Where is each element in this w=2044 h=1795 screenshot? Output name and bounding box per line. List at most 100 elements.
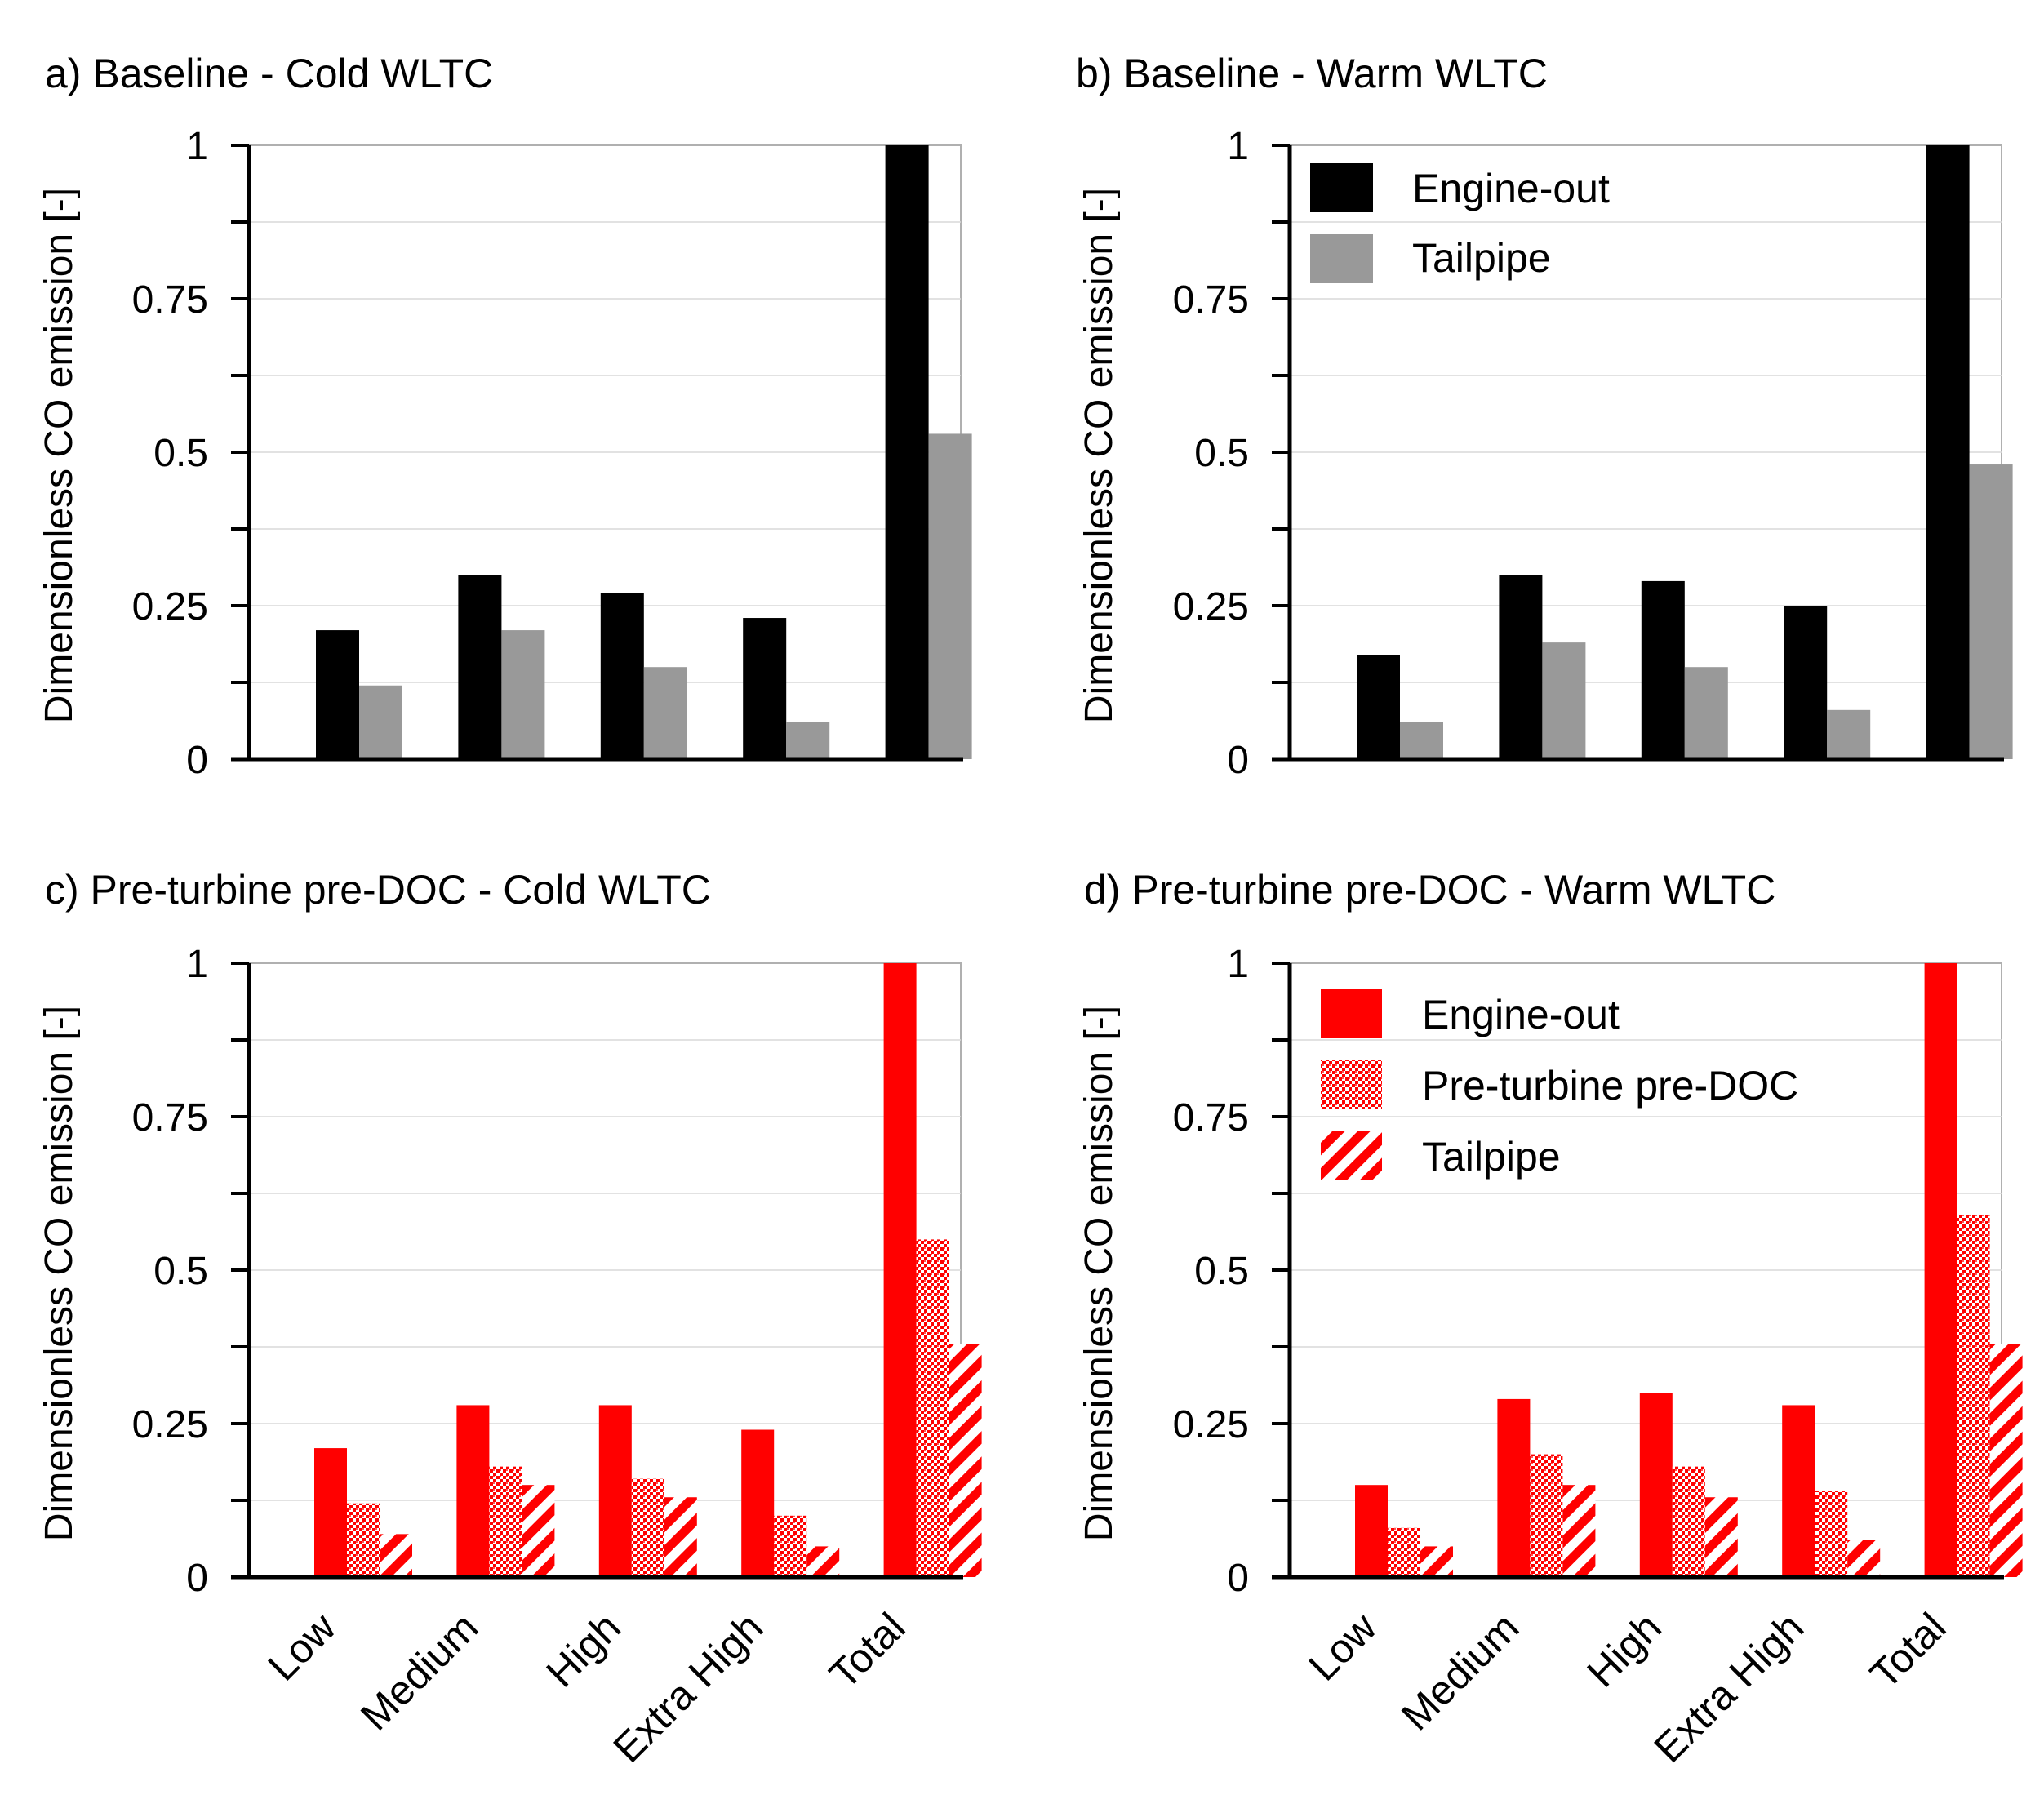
bar-engine-out-total (1926, 145, 1970, 759)
bar-tailpipe-low (359, 685, 402, 759)
panel-title: a) Baseline - Cold WLTC (45, 51, 493, 96)
x-category-label: Low (1300, 1604, 1386, 1690)
y-tick-label: 0.75 (1173, 278, 1249, 322)
bar-engine-out-extra-high (741, 1429, 775, 1577)
panel-title: c) Pre-turbine pre-DOC - Cold WLTC (45, 867, 711, 913)
y-axis-label: Dimensionless CO emission [-] (38, 188, 81, 723)
y-tick-label: 0.75 (132, 278, 208, 322)
bar-engine-out-medium (1497, 1398, 1531, 1577)
y-tick-label: 1 (1227, 125, 1249, 168)
bar-pre-turbine-pre-doc-extra-high (1815, 1491, 1848, 1577)
bar-pre-turbine-pre-doc-extra-high (774, 1515, 807, 1577)
y-tick-label: 0 (1227, 1557, 1249, 1600)
legend-label-tailpipe: Tailpipe (1412, 235, 1551, 281)
legend-swatch-tailpipe (1310, 234, 1373, 283)
bar-engine-out-low (1355, 1485, 1388, 1577)
y-axis-label: Dimensionless CO emission [-] (1078, 188, 1121, 723)
bar-pre-turbine-pre-doc-total (1957, 1215, 1990, 1577)
legend-swatch-engine-out (1310, 163, 1373, 212)
bar-engine-out-high (1639, 1393, 1673, 1577)
bar-tailpipe-medium (501, 630, 545, 759)
y-tick-label: 0.5 (1194, 432, 1249, 475)
bar-pre-turbine-pre-doc-low (347, 1503, 380, 1577)
bar-tailpipe-total (949, 1344, 982, 1577)
y-tick-label: 1 (186, 125, 208, 168)
bar-engine-out-total (885, 145, 929, 759)
bar-tailpipe-medium (522, 1485, 555, 1577)
y-tick-label: 0.25 (132, 1403, 208, 1446)
bar-tailpipe-high (664, 1497, 697, 1577)
x-category-label: High (537, 1604, 629, 1695)
bar-engine-out-extra-high (1784, 606, 1828, 759)
legend-swatch-engine-out (1321, 989, 1382, 1038)
bar-tailpipe-high (1704, 1497, 1738, 1577)
bar-tailpipe-high (643, 667, 687, 759)
y-tick-label: 0.25 (132, 585, 208, 629)
bar-tailpipe-medium (1542, 642, 1586, 759)
legend-label-engine-out: Engine-out (1412, 166, 1610, 211)
bar-engine-out-low (1357, 655, 1400, 759)
x-category-label: Extra High (1646, 1604, 1813, 1771)
legend-label-pre-turbine-pre-doc: Pre-turbine pre-DOC (1422, 1063, 1798, 1109)
x-category-label: Total (1861, 1604, 1954, 1697)
panel-d: d) Pre-turbine pre-DOC - Warm WLTC Dimen… (1078, 867, 2023, 1771)
y-tick-label: 0 (186, 1557, 208, 1600)
bar-engine-out-low (316, 630, 359, 759)
bar-engine-out-total (883, 963, 917, 1577)
legend-swatch-pre-turbine-pre-doc (1321, 1060, 1382, 1109)
y-axis-label: Dimensionless CO emission [-] (1078, 1006, 1121, 1541)
y-tick-label: 0.5 (1194, 1250, 1249, 1293)
bar-engine-out-medium (1499, 575, 1543, 759)
bar-engine-out-extra-high (743, 618, 787, 759)
panel-b: b) Baseline - Warm WLTC Dimensionless CO… (1076, 51, 2013, 782)
bar-tailpipe-medium (1562, 1485, 1596, 1577)
y-axis-label: Dimensionless CO emission [-] (38, 1006, 81, 1541)
y-tick-label: 0.25 (1173, 1403, 1249, 1446)
bar-tailpipe-low (1420, 1546, 1453, 1577)
legend: Engine-out Tailpipe (1310, 163, 1610, 283)
plot-area: 0 0.25 0.5 0.75 1 (1173, 125, 2013, 782)
bar-tailpipe-extra-high (1827, 709, 1871, 759)
legend-label-tailpipe: Tailpipe (1422, 1134, 1561, 1180)
bar-pre-turbine-pre-doc-low (1388, 1527, 1420, 1577)
y-tick-label: 0.25 (1173, 585, 1249, 629)
y-tick-label: 1 (186, 943, 208, 986)
bar-tailpipe-high (1684, 667, 1728, 759)
bar-pre-turbine-pre-doc-total (916, 1239, 949, 1577)
x-category-label: High (1578, 1604, 1669, 1695)
x-category-label: Low (260, 1604, 345, 1690)
plot-area: 0 0.25 0.5 0.75 1 (132, 125, 972, 782)
bar-engine-out-high (1641, 580, 1685, 759)
legend: Engine-out Pre-turbine pre-DOC Tailpipe (1321, 989, 1798, 1180)
panel-title: d) Pre-turbine pre-DOC - Warm WLTC (1084, 867, 1775, 913)
bar-pre-turbine-pre-doc-medium (1530, 1454, 1563, 1577)
y-tick-label: 0 (186, 739, 208, 782)
bar-engine-out-high (600, 593, 644, 759)
x-category-label: Total (820, 1604, 913, 1697)
bar-engine-out-extra-high (1782, 1405, 1815, 1577)
bar-engine-out-medium (456, 1405, 490, 1577)
bar-engine-out-total (1924, 963, 1957, 1577)
bar-tailpipe-total (928, 433, 972, 759)
legend-label-engine-out: Engine-out (1422, 992, 1620, 1037)
bar-tailpipe-extra-high (806, 1546, 840, 1577)
bar-pre-turbine-pre-doc-medium (489, 1466, 522, 1577)
bar-tailpipe-extra-high (1847, 1540, 1881, 1577)
panel-a: a) Baseline - Cold WLTC Dimensionless CO… (38, 51, 972, 782)
bar-tailpipe-extra-high (786, 722, 830, 759)
x-category-label: Medium (352, 1604, 487, 1739)
panel-c: c) Pre-turbine pre-DOC - Cold WLTC Dimen… (38, 867, 982, 1771)
bar-tailpipe-low (1400, 722, 1443, 759)
y-tick-label: 0.75 (1173, 1096, 1249, 1140)
bar-engine-out-high (598, 1405, 632, 1577)
bar-engine-out-low (314, 1448, 347, 1577)
legend-swatch-tailpipe (1321, 1131, 1382, 1180)
bar-pre-turbine-pre-doc-high (1672, 1466, 1705, 1577)
bar-tailpipe-low (380, 1534, 412, 1577)
x-category-label: Extra High (605, 1604, 772, 1771)
x-category-label: Medium (1393, 1604, 1527, 1739)
y-tick-label: 0 (1227, 739, 1249, 782)
y-tick-label: 0.5 (153, 432, 208, 475)
